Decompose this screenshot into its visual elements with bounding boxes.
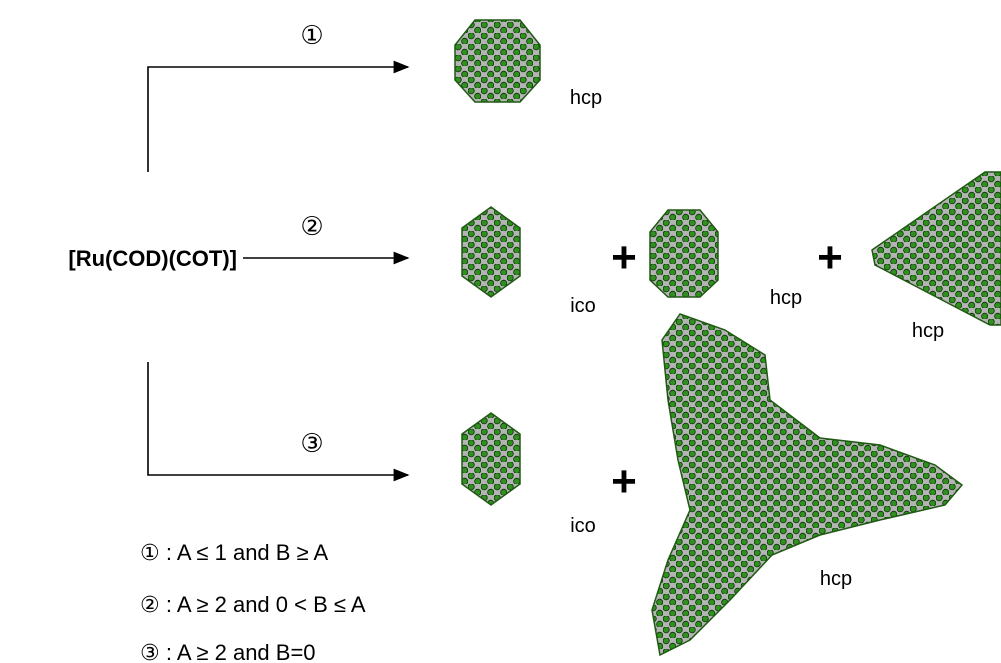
nanoparticle (651, 313, 964, 657)
product-label: hcp (912, 320, 944, 342)
nanoparticle (461, 412, 521, 506)
plus-sign: + (817, 233, 843, 282)
nanoparticle (649, 209, 719, 298)
condition: ③ : A ≥ 2 and B=0 (140, 640, 316, 663)
plus-sign: + (611, 457, 637, 506)
product-label: hcp (770, 287, 802, 309)
product-label: hcp (820, 568, 852, 590)
arrow (147, 362, 410, 482)
arrow (147, 60, 410, 172)
step-label: ① (300, 20, 323, 50)
step-label: ③ (300, 428, 323, 458)
step-label: ② (300, 211, 323, 241)
plus-sign: + (611, 233, 637, 282)
nanoparticle (461, 206, 521, 298)
product-label: ico (570, 515, 596, 537)
condition: ② : A ≥ 2 and 0 < B ≤ A (140, 592, 366, 617)
nanoparticle (871, 171, 1001, 326)
nanoparticle (454, 19, 541, 103)
condition: ① : A ≤ 1 and B ≥ A (140, 540, 329, 565)
product-label: ico (570, 295, 596, 317)
product-label: hcp (570, 87, 602, 109)
reactant: [Ru(COD)(COT)] (68, 246, 237, 271)
